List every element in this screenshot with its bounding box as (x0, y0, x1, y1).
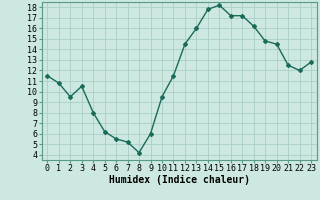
X-axis label: Humidex (Indice chaleur): Humidex (Indice chaleur) (109, 175, 250, 185)
